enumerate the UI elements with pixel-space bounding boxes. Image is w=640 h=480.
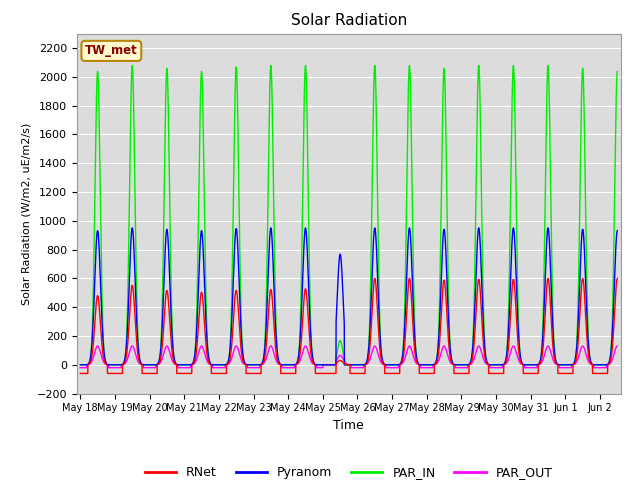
RNet [606, 360, 614, 365]
RNet [419, 371, 427, 376]
Pyranom [318, 362, 326, 368]
PAR_IN [318, 362, 326, 368]
Line: PAR_OUT: PAR_OUT [80, 346, 618, 368]
PAR_OUT [558, 365, 566, 371]
X-axis label: Time: Time [333, 419, 364, 432]
PAR_OUT [614, 343, 621, 349]
PAR_OUT [76, 365, 84, 371]
PAR_OUT [318, 365, 326, 371]
RNet [543, 282, 551, 288]
PAR_IN [509, 62, 517, 68]
RNet [558, 371, 566, 376]
Line: RNet: RNet [80, 278, 618, 373]
PAR_IN [606, 357, 614, 362]
Text: TW_met: TW_met [85, 44, 138, 58]
PAR_IN [419, 362, 427, 368]
PAR_OUT [612, 345, 620, 350]
PAR_OUT [543, 344, 551, 350]
Pyranom [612, 238, 620, 244]
RNet [76, 371, 84, 376]
Pyranom [558, 362, 566, 368]
RNet [318, 371, 326, 376]
PAR_IN [76, 362, 84, 368]
Pyranom [509, 225, 517, 231]
Line: Pyranom: Pyranom [80, 228, 618, 365]
PAR_IN [558, 362, 566, 368]
PAR_IN [543, 86, 551, 92]
Legend: RNet, Pyranom, PAR_IN, PAR_OUT: RNet, Pyranom, PAR_IN, PAR_OUT [140, 461, 557, 480]
PAR_OUT [419, 365, 427, 371]
Pyranom [543, 234, 551, 240]
Pyranom [606, 356, 614, 361]
Pyranom [76, 362, 84, 368]
Line: PAR_IN: PAR_IN [80, 65, 618, 365]
Y-axis label: Solar Radiation (W/m2, uE/m2/s): Solar Radiation (W/m2, uE/m2/s) [21, 122, 31, 305]
PAR_IN [614, 69, 621, 74]
RNet [612, 284, 620, 289]
PAR_IN [612, 97, 620, 103]
Pyranom [614, 228, 621, 234]
RNet [614, 276, 621, 281]
PAR_OUT [606, 361, 614, 367]
Title: Solar Radiation: Solar Radiation [291, 13, 407, 28]
Pyranom [419, 362, 427, 368]
